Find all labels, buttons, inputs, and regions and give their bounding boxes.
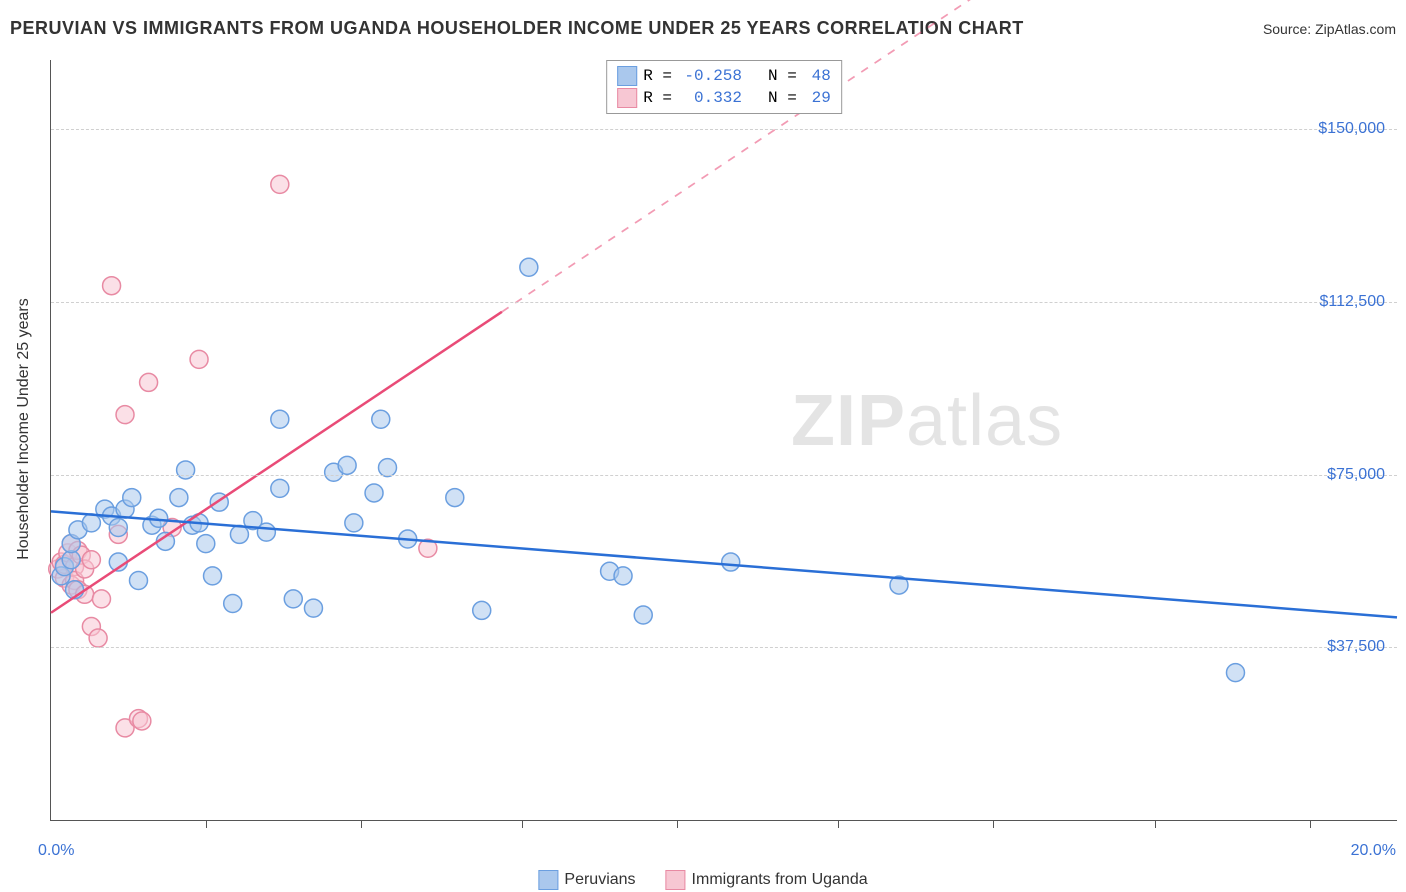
scatter-point-peruvians — [614, 567, 632, 585]
trend-line — [51, 511, 1397, 617]
x-tick — [838, 820, 839, 828]
x-tick — [1310, 820, 1311, 828]
scatter-point-peruvians — [520, 258, 538, 276]
scatter-point-uganda — [271, 175, 289, 193]
scatter-point-uganda — [89, 629, 107, 647]
scatter-point-peruvians — [338, 456, 356, 474]
scatter-point-peruvians — [271, 479, 289, 497]
source-attribution: Source: ZipAtlas.com — [1263, 21, 1396, 37]
scatter-point-uganda — [190, 350, 208, 368]
stats-row: R = -0.258 N = 48 — [617, 65, 831, 87]
scatter-point-peruvians — [365, 484, 383, 502]
legend-swatch-icon — [538, 870, 558, 890]
scatter-point-peruvians — [129, 571, 147, 589]
scatter-point-peruvians — [109, 519, 127, 537]
stats-r-label: R = — [643, 65, 672, 87]
y-tick-label: $150,000 — [1318, 120, 1385, 138]
stats-r-label: R = — [643, 87, 672, 109]
scatter-point-uganda — [92, 590, 110, 608]
legend-item-peruvians: Peruvians — [538, 870, 635, 890]
gridline-h — [51, 475, 1397, 476]
legend-swatch-icon — [666, 870, 686, 890]
x-tick — [993, 820, 994, 828]
stats-n-label: N = — [768, 87, 797, 109]
plot-area: ZIPatlas R =-0.258N =48R = 0.332N =29 $3… — [50, 60, 1397, 821]
scatter-point-peruvians — [271, 410, 289, 428]
stats-row: R = 0.332 N = 29 — [617, 87, 831, 109]
scatter-point-uganda — [103, 277, 121, 295]
scatter-point-peruvians — [1226, 664, 1244, 682]
legend-bottom: Peruvians Immigrants from Uganda — [538, 870, 867, 890]
stats-n-label: N = — [768, 65, 797, 87]
scatter-point-peruvians — [284, 590, 302, 608]
scatter-point-uganda — [133, 712, 151, 730]
stats-n-value: 48 — [803, 65, 831, 87]
stats-n-value: 29 — [803, 87, 831, 109]
scatter-point-peruvians — [62, 551, 80, 569]
scatter-plot-svg — [51, 60, 1397, 820]
scatter-point-peruvians — [123, 489, 141, 507]
scatter-point-peruvians — [204, 567, 222, 585]
scatter-point-peruvians — [304, 599, 322, 617]
stats-r-value: 0.332 — [678, 87, 742, 109]
y-tick-label: $37,500 — [1327, 638, 1385, 656]
y-tick-label: $112,500 — [1319, 293, 1385, 311]
x-tick — [206, 820, 207, 828]
x-tick — [361, 820, 362, 828]
x-tick — [677, 820, 678, 828]
scatter-point-peruvians — [372, 410, 390, 428]
gridline-h — [51, 647, 1397, 648]
scatter-point-peruvians — [82, 514, 100, 532]
x-tick — [1155, 820, 1156, 828]
scatter-point-peruvians — [634, 606, 652, 624]
scatter-point-uganda — [140, 373, 158, 391]
scatter-point-peruvians — [197, 535, 215, 553]
gridline-h — [51, 302, 1397, 303]
x-tick — [522, 820, 523, 828]
scatter-point-peruvians — [177, 461, 195, 479]
y-tick-label: $75,000 — [1327, 466, 1385, 484]
y-axis-label: Householder Income Under 25 years — [15, 298, 33, 559]
scatter-point-peruvians — [345, 514, 363, 532]
scatter-point-peruvians — [257, 523, 275, 541]
trend-line-dashed — [502, 0, 1397, 312]
gridline-h — [51, 129, 1397, 130]
x-axis-min-label: 0.0% — [38, 842, 74, 860]
legend-label: Immigrants from Uganda — [692, 871, 868, 889]
legend-item-uganda: Immigrants from Uganda — [666, 870, 868, 890]
x-axis-max-label: 20.0% — [1351, 842, 1396, 860]
stats-r-value: -0.258 — [678, 65, 742, 87]
scatter-point-peruvians — [230, 525, 248, 543]
legend-swatch-icon — [617, 88, 637, 108]
scatter-point-peruvians — [473, 601, 491, 619]
chart-title: PERUVIAN VS IMMIGRANTS FROM UGANDA HOUSE… — [10, 18, 1024, 39]
scatter-point-uganda — [82, 551, 100, 569]
trend-line-solid — [51, 312, 502, 613]
legend-label: Peruvians — [564, 871, 635, 889]
scatter-point-peruvians — [446, 489, 464, 507]
scatter-point-peruvians — [722, 553, 740, 571]
legend-swatch-icon — [617, 66, 637, 86]
scatter-point-peruvians — [170, 489, 188, 507]
scatter-point-peruvians — [224, 595, 242, 613]
correlation-stats-box: R = -0.258 N = 48 R = 0.332 N = 29 — [606, 60, 842, 114]
scatter-point-uganda — [116, 406, 134, 424]
